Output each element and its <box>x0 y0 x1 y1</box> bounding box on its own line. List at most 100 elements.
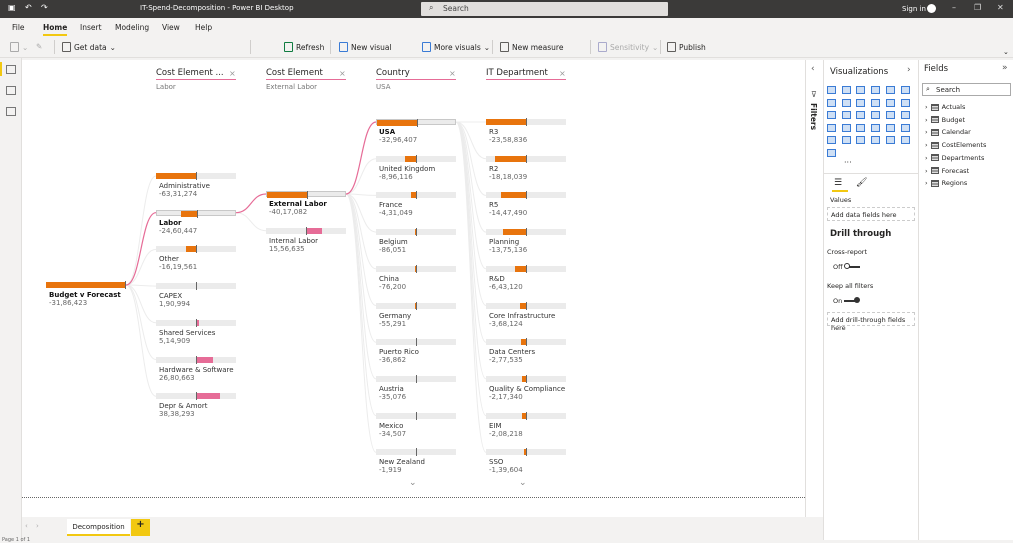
node-bar[interactable] <box>266 191 346 197</box>
node-bar[interactable] <box>156 173 236 179</box>
node-bar[interactable] <box>376 339 456 345</box>
level-header[interactable]: Cost Element ... <box>156 68 236 80</box>
visual-type-icon[interactable] <box>871 86 880 94</box>
visual-type-icon[interactable] <box>856 124 865 132</box>
node-bar[interactable] <box>486 266 566 272</box>
more-visuals-icon[interactable]: ··· <box>844 158 852 167</box>
show-more-chevron-icon[interactable]: ⌄ <box>409 478 417 488</box>
level-header[interactable]: IT Department <box>486 68 566 80</box>
visual-type-icon[interactable] <box>871 99 880 107</box>
visual-type-icon[interactable] <box>827 111 836 119</box>
node-bar[interactable] <box>376 413 456 419</box>
node-bar[interactable] <box>376 266 456 272</box>
node-bar[interactable] <box>486 119 566 125</box>
remove-level-icon[interactable]: × <box>229 69 236 78</box>
node-bar[interactable] <box>376 192 456 198</box>
show-more-chevron-icon[interactable]: ⌄ <box>519 478 527 488</box>
node-bar[interactable] <box>156 246 236 252</box>
node-bar[interactable] <box>376 119 456 125</box>
node-bar[interactable] <box>486 303 566 309</box>
expand-chevron-icon[interactable]: › <box>925 154 928 162</box>
visual-type-icon[interactable] <box>871 124 880 132</box>
node-bar[interactable] <box>376 449 456 455</box>
remove-level-icon[interactable]: × <box>449 69 456 78</box>
field-table-departments[interactable]: ›Departments <box>925 154 984 162</box>
node-bar[interactable] <box>486 413 566 419</box>
add-page-button[interactable]: + <box>131 519 150 536</box>
visual-type-icon[interactable] <box>827 86 836 94</box>
visual-type-icon[interactable] <box>886 136 895 144</box>
visual-type-icon[interactable] <box>871 136 880 144</box>
node-bar[interactable] <box>156 210 236 216</box>
node-bar[interactable] <box>266 228 346 234</box>
node-bar[interactable] <box>486 339 566 345</box>
node-bar[interactable] <box>486 156 566 162</box>
expand-chevron-icon[interactable]: › <box>925 141 928 149</box>
node-bar[interactable] <box>486 376 566 382</box>
visual-type-icon[interactable] <box>842 86 851 94</box>
page-tab-decomposition[interactable]: Decomposition <box>67 519 130 536</box>
node-bar[interactable] <box>376 156 456 162</box>
expand-chevron-icon[interactable]: › <box>925 103 928 111</box>
fields-tab-icon[interactable]: ☰ <box>834 178 842 188</box>
node-bar[interactable] <box>376 229 456 235</box>
expand-icon[interactable]: ‹ <box>811 64 815 74</box>
visual-type-icon[interactable] <box>827 136 836 144</box>
visual-type-icon[interactable] <box>842 136 851 144</box>
visual-type-icon[interactable] <box>856 99 865 107</box>
node-bar[interactable] <box>486 192 566 198</box>
values-well[interactable]: Add data fields here <box>827 207 915 221</box>
expand-chevron-icon[interactable]: › <box>925 167 928 175</box>
fields-search-input[interactable]: ⌕Search <box>922 83 1011 96</box>
node-bar[interactable] <box>156 320 236 326</box>
next-page-icon[interactable]: › <box>36 522 39 530</box>
visual-type-icon[interactable] <box>856 111 865 119</box>
level-header[interactable]: Cost Element <box>266 68 346 80</box>
filters-pane-collapsed[interactable]: ‹ ⊽ Filters <box>805 60 823 517</box>
visual-type-icon[interactable] <box>827 149 836 157</box>
visual-type-icon[interactable] <box>827 124 836 132</box>
visual-type-icon[interactable] <box>901 111 910 119</box>
field-table-actuals[interactable]: ›Actuals <box>925 103 965 111</box>
collapse-icon[interactable]: » <box>1002 63 1008 73</box>
prev-page-icon[interactable]: ‹ <box>25 522 28 530</box>
visual-type-icon[interactable] <box>856 136 865 144</box>
node-bar[interactable] <box>156 357 236 363</box>
node-bar[interactable] <box>486 229 566 235</box>
keep-filters-toggle[interactable] <box>844 296 860 304</box>
field-table-budget[interactable]: ›Budget <box>925 116 965 124</box>
expand-chevron-icon[interactable]: › <box>925 128 928 136</box>
field-table-regions[interactable]: ›Regions <box>925 179 967 187</box>
drill-through-well[interactable]: Add drill-through fields here <box>827 312 915 326</box>
level-header[interactable]: Country <box>376 68 456 80</box>
visual-type-icon[interactable] <box>842 111 851 119</box>
visual-type-icon[interactable] <box>842 124 851 132</box>
expand-chevron-icon[interactable]: › <box>925 116 928 124</box>
format-tab-icon[interactable]: 🖌 <box>856 178 867 188</box>
visual-type-icon[interactable] <box>842 99 851 107</box>
node-bar[interactable] <box>46 282 126 288</box>
node-bar[interactable] <box>376 303 456 309</box>
remove-level-icon[interactable]: × <box>559 69 566 78</box>
field-table-forecast[interactable]: ›Forecast <box>925 167 969 175</box>
visual-type-icon[interactable] <box>886 111 895 119</box>
node-bar[interactable] <box>486 449 566 455</box>
cross-report-toggle[interactable] <box>844 262 860 270</box>
visual-type-icon[interactable] <box>901 124 910 132</box>
visual-type-icon[interactable] <box>856 86 865 94</box>
visual-type-icon[interactable] <box>871 111 880 119</box>
collapse-icon[interactable]: › <box>907 65 911 75</box>
node-bar[interactable] <box>156 393 236 399</box>
node-bar[interactable] <box>376 376 456 382</box>
visual-type-icon[interactable] <box>901 99 910 107</box>
visual-type-icon[interactable] <box>901 136 910 144</box>
visual-type-icon[interactable] <box>901 86 910 94</box>
expand-chevron-icon[interactable]: › <box>925 179 928 187</box>
visual-type-icon[interactable] <box>886 124 895 132</box>
visual-type-icon[interactable] <box>886 99 895 107</box>
field-table-costelements[interactable]: ›CostElements <box>925 141 986 149</box>
visual-type-icon[interactable] <box>827 99 836 107</box>
visual-type-icon[interactable] <box>886 86 895 94</box>
field-table-calendar[interactable]: ›Calendar <box>925 128 971 136</box>
remove-level-icon[interactable]: × <box>339 69 346 78</box>
